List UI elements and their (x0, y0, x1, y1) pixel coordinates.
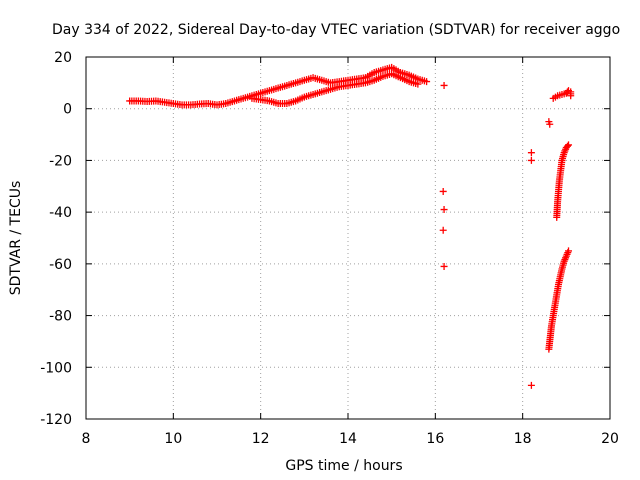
x-tick-label: 18 (514, 431, 532, 447)
x-tick-label: 8 (82, 431, 91, 447)
data-point-marker (567, 92, 575, 100)
data-markers (126, 63, 575, 389)
data-point-marker (414, 80, 422, 88)
y-tick-label: 0 (63, 102, 72, 118)
data-point-marker (565, 247, 573, 255)
data-point-marker (565, 141, 573, 149)
data-point-marker (527, 149, 535, 157)
data-point-marker (423, 78, 431, 86)
y-tick-label: 20 (54, 50, 72, 66)
data-point-marker (546, 120, 554, 128)
data-point-marker (439, 187, 447, 195)
data-point-marker (563, 142, 571, 150)
y-tick-label: -20 (49, 153, 72, 169)
x-tick-label: 14 (339, 431, 357, 447)
grid-lines (86, 57, 610, 419)
y-tick-label: -80 (49, 309, 72, 325)
y-tick-label: -120 (40, 412, 72, 428)
x-tick-label: 12 (252, 431, 270, 447)
y-axis-title: SDTVAR / TECUs (8, 181, 24, 296)
data-point-marker (440, 81, 448, 89)
x-tick-labels: 8 10 12 14 16 18 20 (82, 431, 619, 447)
data-point-marker (439, 226, 447, 234)
data-point-marker (527, 156, 535, 164)
y-tick-label: -40 (49, 205, 72, 221)
data-point-marker (440, 262, 448, 270)
data-point-marker (440, 206, 448, 214)
data-point-marker (527, 381, 535, 389)
axis-ticks (85, 56, 611, 420)
x-tick-label: 20 (601, 431, 619, 447)
x-tick-label: 16 (426, 431, 444, 447)
chart-title: Day 334 of 2022, Sidereal Day-to-day VTE… (52, 22, 620, 38)
x-axis-title: GPS time / hours (285, 458, 402, 474)
y-tick-label: -60 (49, 257, 72, 273)
x-tick-label: 10 (164, 431, 182, 447)
y-tick-label: -100 (40, 360, 72, 376)
y-tick-labels: -120 -100 -80 -60 -40 -20 0 20 (40, 50, 72, 428)
